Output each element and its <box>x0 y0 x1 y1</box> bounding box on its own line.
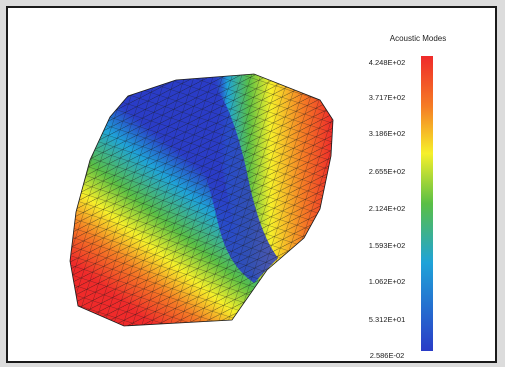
legend-tick-7: 1.062E+02 <box>368 277 406 286</box>
legend-tick-1: 4.248E+02 <box>368 58 406 67</box>
legend-tick-3: 3.186E+02 <box>368 129 406 138</box>
mesh-viewport[interactable] <box>8 8 497 363</box>
legend-tick-8: 5.312E+01 <box>368 315 406 324</box>
legend-title: Acoustic Modes <box>389 34 447 43</box>
legend-tick-9: 2.586E-02 <box>369 351 405 360</box>
figure-frame: Acoustic Modes 4.248E+02 3.717E+02 3.186… <box>6 6 497 363</box>
color-scale-bar <box>421 56 433 351</box>
mesh-outline <box>69 73 334 327</box>
legend-tick-2: 3.717E+02 <box>368 93 406 102</box>
legend-tick-5: 2.124E+02 <box>368 204 406 213</box>
legend-tick-4: 2.655E+02 <box>368 167 406 176</box>
legend-tick-6: 1.593E+02 <box>368 241 406 250</box>
